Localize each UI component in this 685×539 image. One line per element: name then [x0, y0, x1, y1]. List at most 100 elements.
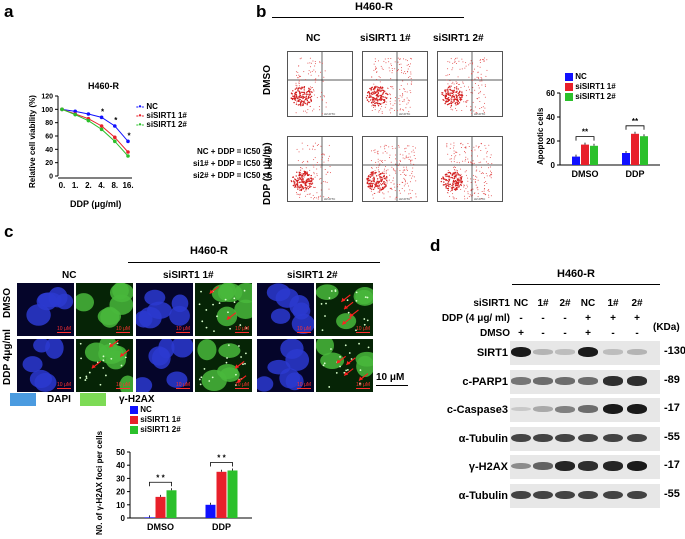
event-dot [377, 191, 379, 193]
focus-dot [322, 364, 325, 367]
event-dot [455, 86, 458, 88]
event-dot [312, 186, 314, 188]
event-dot [399, 153, 401, 155]
event-dot [470, 109, 472, 111]
event-dot [477, 72, 479, 74]
event-dot [407, 99, 409, 101]
event-dot [373, 100, 376, 102]
event-dot [478, 77, 480, 79]
event-dot [371, 175, 373, 177]
event-dot [484, 107, 486, 109]
event-dot [377, 169, 379, 171]
micrograph-scalebar: 10 μM [57, 382, 71, 388]
event-dot [293, 183, 296, 185]
event-dot [449, 147, 451, 149]
event-dot [300, 189, 303, 192]
event-dot [307, 188, 309, 190]
event-dot [306, 98, 308, 100]
event-dot [450, 85, 452, 87]
event-dot [454, 156, 456, 158]
foci-legend: NC siSIRT1 1# siSIRT1 2# [130, 405, 181, 435]
event-dot [455, 166, 457, 168]
event-dot [314, 81, 316, 83]
event-dot [452, 81, 454, 83]
event-dot [489, 157, 491, 159]
event-dot [471, 113, 473, 115]
event-dot [375, 97, 378, 99]
event-dot [448, 175, 450, 177]
wb-header-cell: - [541, 328, 545, 339]
event-dot [486, 59, 488, 61]
event-dot [378, 165, 380, 167]
event-dot [311, 183, 313, 186]
event-dot [403, 98, 405, 100]
event-dot [309, 177, 311, 179]
flow-group-line [272, 17, 464, 18]
event-dot [321, 113, 323, 115]
event-dot [402, 109, 404, 111]
event-dot [470, 110, 472, 112]
event-dot [475, 179, 477, 181]
event-dot [454, 57, 456, 59]
event-dot [471, 70, 473, 72]
event-dot [374, 185, 376, 187]
event-dot [299, 98, 301, 101]
event-dot [403, 58, 405, 60]
focus-dot [364, 296, 367, 298]
event-dot [410, 78, 412, 80]
micrograph-image [195, 339, 252, 392]
event-dot [306, 91, 309, 93]
event-dot [295, 91, 298, 94]
event-dot [481, 107, 483, 109]
event-dot [320, 145, 322, 147]
event-dot [452, 196, 454, 198]
event-dot [402, 80, 404, 82]
event-dot [405, 155, 407, 157]
event-dot [386, 176, 388, 178]
event-dot [466, 105, 468, 107]
event-dot [317, 198, 319, 200]
event-dot [309, 62, 311, 64]
event-dot [390, 112, 392, 114]
event-dot [323, 181, 325, 183]
event-dot [458, 184, 460, 187]
event-dot [377, 91, 379, 94]
event-dot [382, 152, 384, 154]
wb-header-cell: 2# [559, 298, 571, 309]
event-dot [398, 64, 400, 66]
event-dot [464, 160, 466, 162]
event-dot [447, 181, 450, 183]
event-dot [313, 159, 315, 161]
event-dot [402, 157, 404, 159]
event-dot [381, 67, 383, 69]
event-dot [403, 166, 405, 168]
event-dot [415, 180, 417, 182]
focus-dot [328, 386, 331, 388]
event-dot [440, 178, 443, 180]
event-dot [466, 197, 468, 199]
wb-band [511, 462, 531, 470]
event-dot [392, 88, 394, 90]
micrograph-scalebar: 10 μM [297, 382, 311, 388]
arrow-head-icon [336, 359, 341, 364]
event-dot [413, 176, 415, 178]
event-dot [377, 185, 379, 187]
wb-protein-label: c-PARP1 [462, 376, 508, 388]
event-dot [448, 85, 451, 88]
event-dot [307, 185, 309, 188]
event-dot [460, 180, 462, 182]
foci-bar [155, 496, 166, 518]
event-dot [369, 99, 372, 101]
event-dot [305, 179, 308, 182]
event-dot [314, 176, 316, 178]
event-dot [378, 60, 380, 62]
event-dot [454, 59, 456, 61]
event-dot [370, 96, 372, 98]
event-dot [379, 163, 381, 165]
event-dot [445, 173, 448, 175]
event-dot [462, 144, 464, 146]
event-dot [310, 95, 313, 98]
event-dot [457, 102, 459, 105]
focus-dot [205, 309, 208, 311]
event-dot [378, 105, 380, 107]
